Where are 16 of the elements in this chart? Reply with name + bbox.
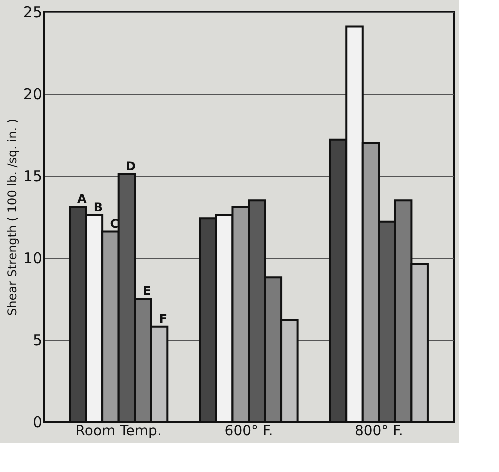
series-label: A [78,192,88,206]
y-tick-label: 10 [23,250,42,268]
y-tick-label: 20 [23,86,42,104]
y-tick-label: 15 [23,168,42,186]
series-label: B [94,200,104,214]
series-label: C [110,216,120,231]
x-tick-label: Room Temp. [76,424,162,440]
x-tick-label: 800° F. [354,424,404,440]
y-tick-label: 0 [32,414,42,432]
x-tick-label: 600° F. [224,424,274,440]
y-tick-label: 25 [23,4,42,22]
series-label: F [159,312,168,326]
y-tick-label: 5 [32,332,42,350]
series-label: E [143,284,152,298]
y-axis-title: Shear Strength ( 100 lb. /sq. in. ) [5,118,20,316]
series-label: D [126,159,136,174]
